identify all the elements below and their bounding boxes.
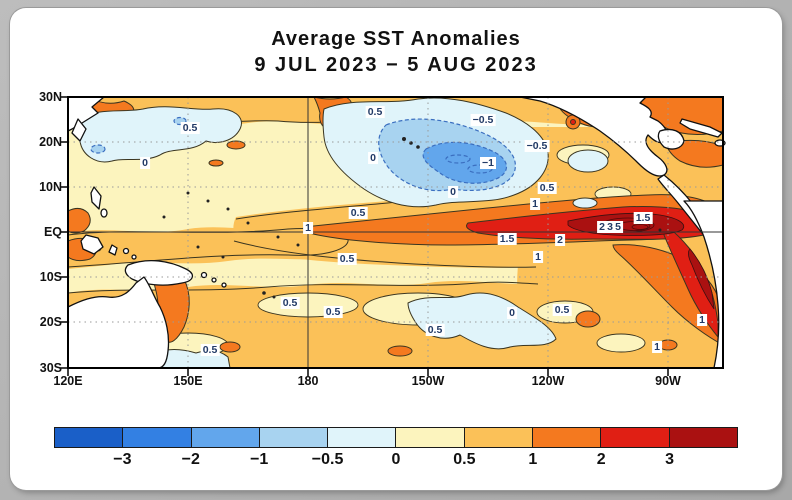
cuba [679, 118, 723, 138]
colorbar-tick-label: 1 [528, 451, 538, 468]
colorbar-tick-label: −1 [250, 451, 269, 468]
lat-tick-label: 30N [39, 90, 62, 104]
island-specks [162, 137, 662, 299]
moluccas [122, 247, 130, 255]
colorbar-tick-label: −3 [113, 451, 132, 468]
colorbar-cells [54, 427, 738, 448]
colorbar-cell [396, 428, 465, 447]
philippines [90, 186, 102, 210]
lon-tick-label: 150W [411, 374, 445, 388]
figure-card: Average SST Anomalies 9 JUL 2023 − 5 AUG… [10, 8, 782, 490]
lon-tick-label: 120W [531, 374, 565, 388]
solomons-3 [221, 282, 227, 288]
solomons-2 [211, 277, 217, 283]
colorbar-cell [259, 428, 329, 447]
colorbar-cell [464, 428, 534, 447]
south-america [683, 200, 724, 369]
colorbar-tick-label: 2 [596, 451, 606, 468]
colorbar-tick-label: 3 [665, 451, 675, 468]
colorbar-tick-label: 0 [391, 451, 401, 468]
lon-tick-label: 90W [655, 374, 681, 388]
lat-tick-label: EQ [43, 225, 62, 239]
colorbar-cell [669, 428, 737, 447]
sulawesi [108, 244, 118, 256]
figure-subtitle: 9 JUL 2023 − 5 AUG 2023 [254, 54, 538, 76]
colorbar-cell [55, 428, 124, 447]
borneo [80, 234, 104, 255]
solomons [200, 271, 208, 279]
colorbar-tick-label: 0.5 [453, 451, 476, 468]
sst-contour-map [60, 96, 726, 376]
colorbar-cell [533, 428, 602, 447]
figure-title: Average SST Anomalies [271, 28, 521, 50]
lat-tick-label: 20N [39, 135, 62, 149]
colorbar-cell [601, 428, 670, 447]
north-america [519, 96, 669, 177]
yucatan [657, 128, 685, 150]
colorbar-cell [328, 428, 397, 447]
colorbar-tick-label: −0.5 [311, 451, 344, 468]
lat-tick-label: 30S [39, 361, 62, 375]
lon-tick-label: 150E [173, 374, 203, 388]
colorbar-cell [191, 428, 260, 447]
lat-tick-label: 20S [39, 315, 62, 329]
philippines-south [100, 208, 108, 218]
moluccas-2 [131, 254, 137, 260]
lat-tick-label: 10N [39, 180, 62, 194]
map-area: 0.5 0 0.5 −0.5 −0.5 −1 0 0 0.5 1 0.5 1 1.5 2 1 0.5 1.5 2 3… [39, 90, 726, 388]
kuril-sliver [71, 118, 87, 142]
lon-tick-label: 180 [297, 374, 319, 388]
land-masses [67, 96, 726, 369]
lat-tick-label: 10S [39, 270, 62, 284]
colorbar-cell [123, 428, 192, 447]
map-frame [60, 96, 724, 376]
colorbar: −3 −2 −1 −0.5 0 0.5 1 2 3 [54, 427, 738, 473]
lon-tick-label: 120E [53, 374, 83, 388]
colorbar-tick-label: −2 [181, 451, 200, 468]
